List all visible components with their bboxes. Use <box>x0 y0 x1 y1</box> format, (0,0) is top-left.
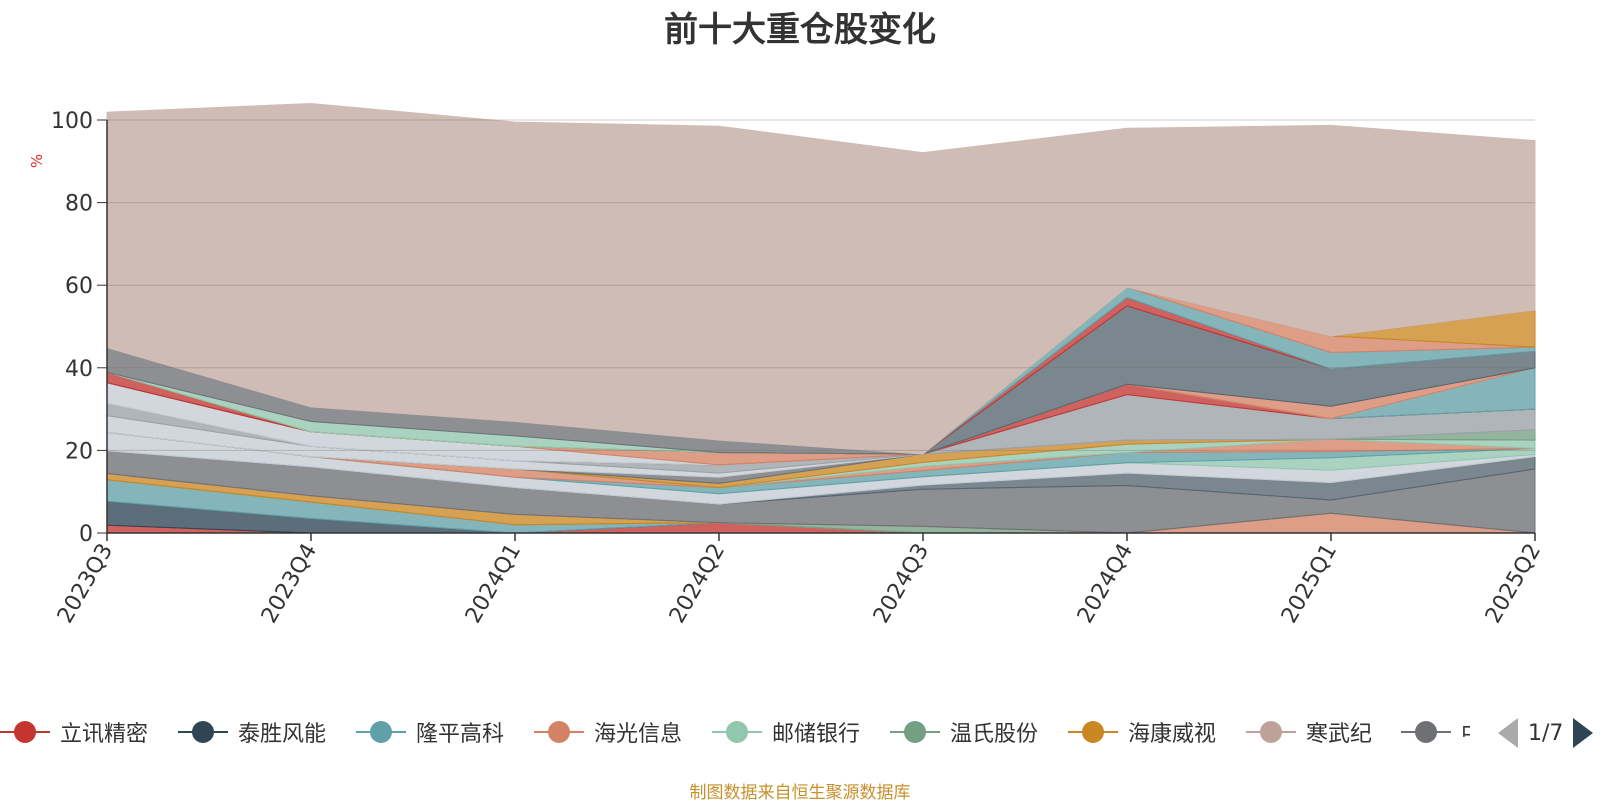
legend-marker-icon <box>356 712 406 752</box>
legend-marker-icon <box>890 712 940 752</box>
legend-prev-icon[interactable] <box>1498 718 1518 748</box>
legend-label: 温氏股份 <box>950 722 1039 747</box>
legend-item-2[interactable]: 隆平高科 <box>356 712 504 752</box>
legend-item-4[interactable]: 邮储银行 <box>712 712 860 752</box>
y-tick-label: 20 <box>65 439 93 464</box>
x-tick-label: 2024Q3 <box>869 540 934 628</box>
legend-item-6[interactable]: 海康威视 <box>1068 712 1216 752</box>
y-tick-label: 80 <box>65 192 93 217</box>
legend-marker-icon <box>0 712 50 752</box>
y-tick-label: 60 <box>65 274 93 299</box>
legend-item-0[interactable]: 立讯精密 <box>0 712 148 752</box>
legend-item-8[interactable]: 中国神华 <box>1401 712 1470 752</box>
legend-next-icon[interactable] <box>1573 718 1594 748</box>
legend-item-7[interactable]: 寒武纪 <box>1246 712 1372 752</box>
legend-item-3[interactable]: 海光信息 <box>534 712 682 752</box>
x-tick-label: 2025Q2 <box>1481 540 1546 628</box>
x-tick-label: 2023Q4 <box>257 540 322 628</box>
legend: 立讯精密 泰胜风能 隆平高科 海光信息 邮储银行 温氏股份 海康威视 寒武纪 中国神华 <box>0 712 1470 752</box>
data-source-note: 制图数据来自恒生聚源数据库 <box>689 783 911 803</box>
x-tick-label: 2023Q3 <box>53 540 118 628</box>
legend-label: 寒武纪 <box>1306 722 1373 747</box>
y-tick-label: 40 <box>65 357 93 382</box>
legend-label: 中国神华 <box>1461 716 1470 748</box>
x-tick-label: 2024Q4 <box>1073 540 1138 628</box>
legend-item-1[interactable]: 泰胜风能 <box>178 712 326 752</box>
area-layers <box>106 102 1536 534</box>
legend-label: 泰胜风能 <box>238 722 327 747</box>
legend-page-indicator: 1/7 <box>1528 720 1564 746</box>
area-series-31[interactable] <box>106 102 1536 455</box>
y-tick-label: 100 <box>51 109 93 134</box>
legend-marker-icon <box>712 712 762 752</box>
legend-pager: 1/7 <box>1498 718 1594 748</box>
legend-item-5[interactable]: 温氏股份 <box>890 712 1038 752</box>
stacked-area-chart: 0 20 40 60 80 100 2023Q3 2023Q4 2024Q1 2024Q2 2024… <box>51 102 1546 628</box>
legend-label: 邮储银行 <box>772 722 861 747</box>
chart-title: 前十大重仓股变化 <box>664 10 936 50</box>
legend-marker-icon <box>1246 712 1296 752</box>
legend-marker-icon <box>534 712 584 752</box>
legend-marker-icon <box>178 712 228 752</box>
x-tick-label: 2024Q1 <box>461 540 526 628</box>
legend-marker-icon <box>1401 712 1451 752</box>
x-tick-label: 2024Q2 <box>665 540 730 628</box>
legend-label: 立讯精密 <box>60 722 149 747</box>
x-tick-label: 2025Q1 <box>1277 540 1342 628</box>
y-tick-label: 0 <box>79 522 93 547</box>
legend-label: 海康威视 <box>1128 722 1217 747</box>
legend-marker-icon <box>1068 712 1118 752</box>
legend-label: 海光信息 <box>594 722 683 747</box>
legend-label: 隆平高科 <box>416 722 505 747</box>
